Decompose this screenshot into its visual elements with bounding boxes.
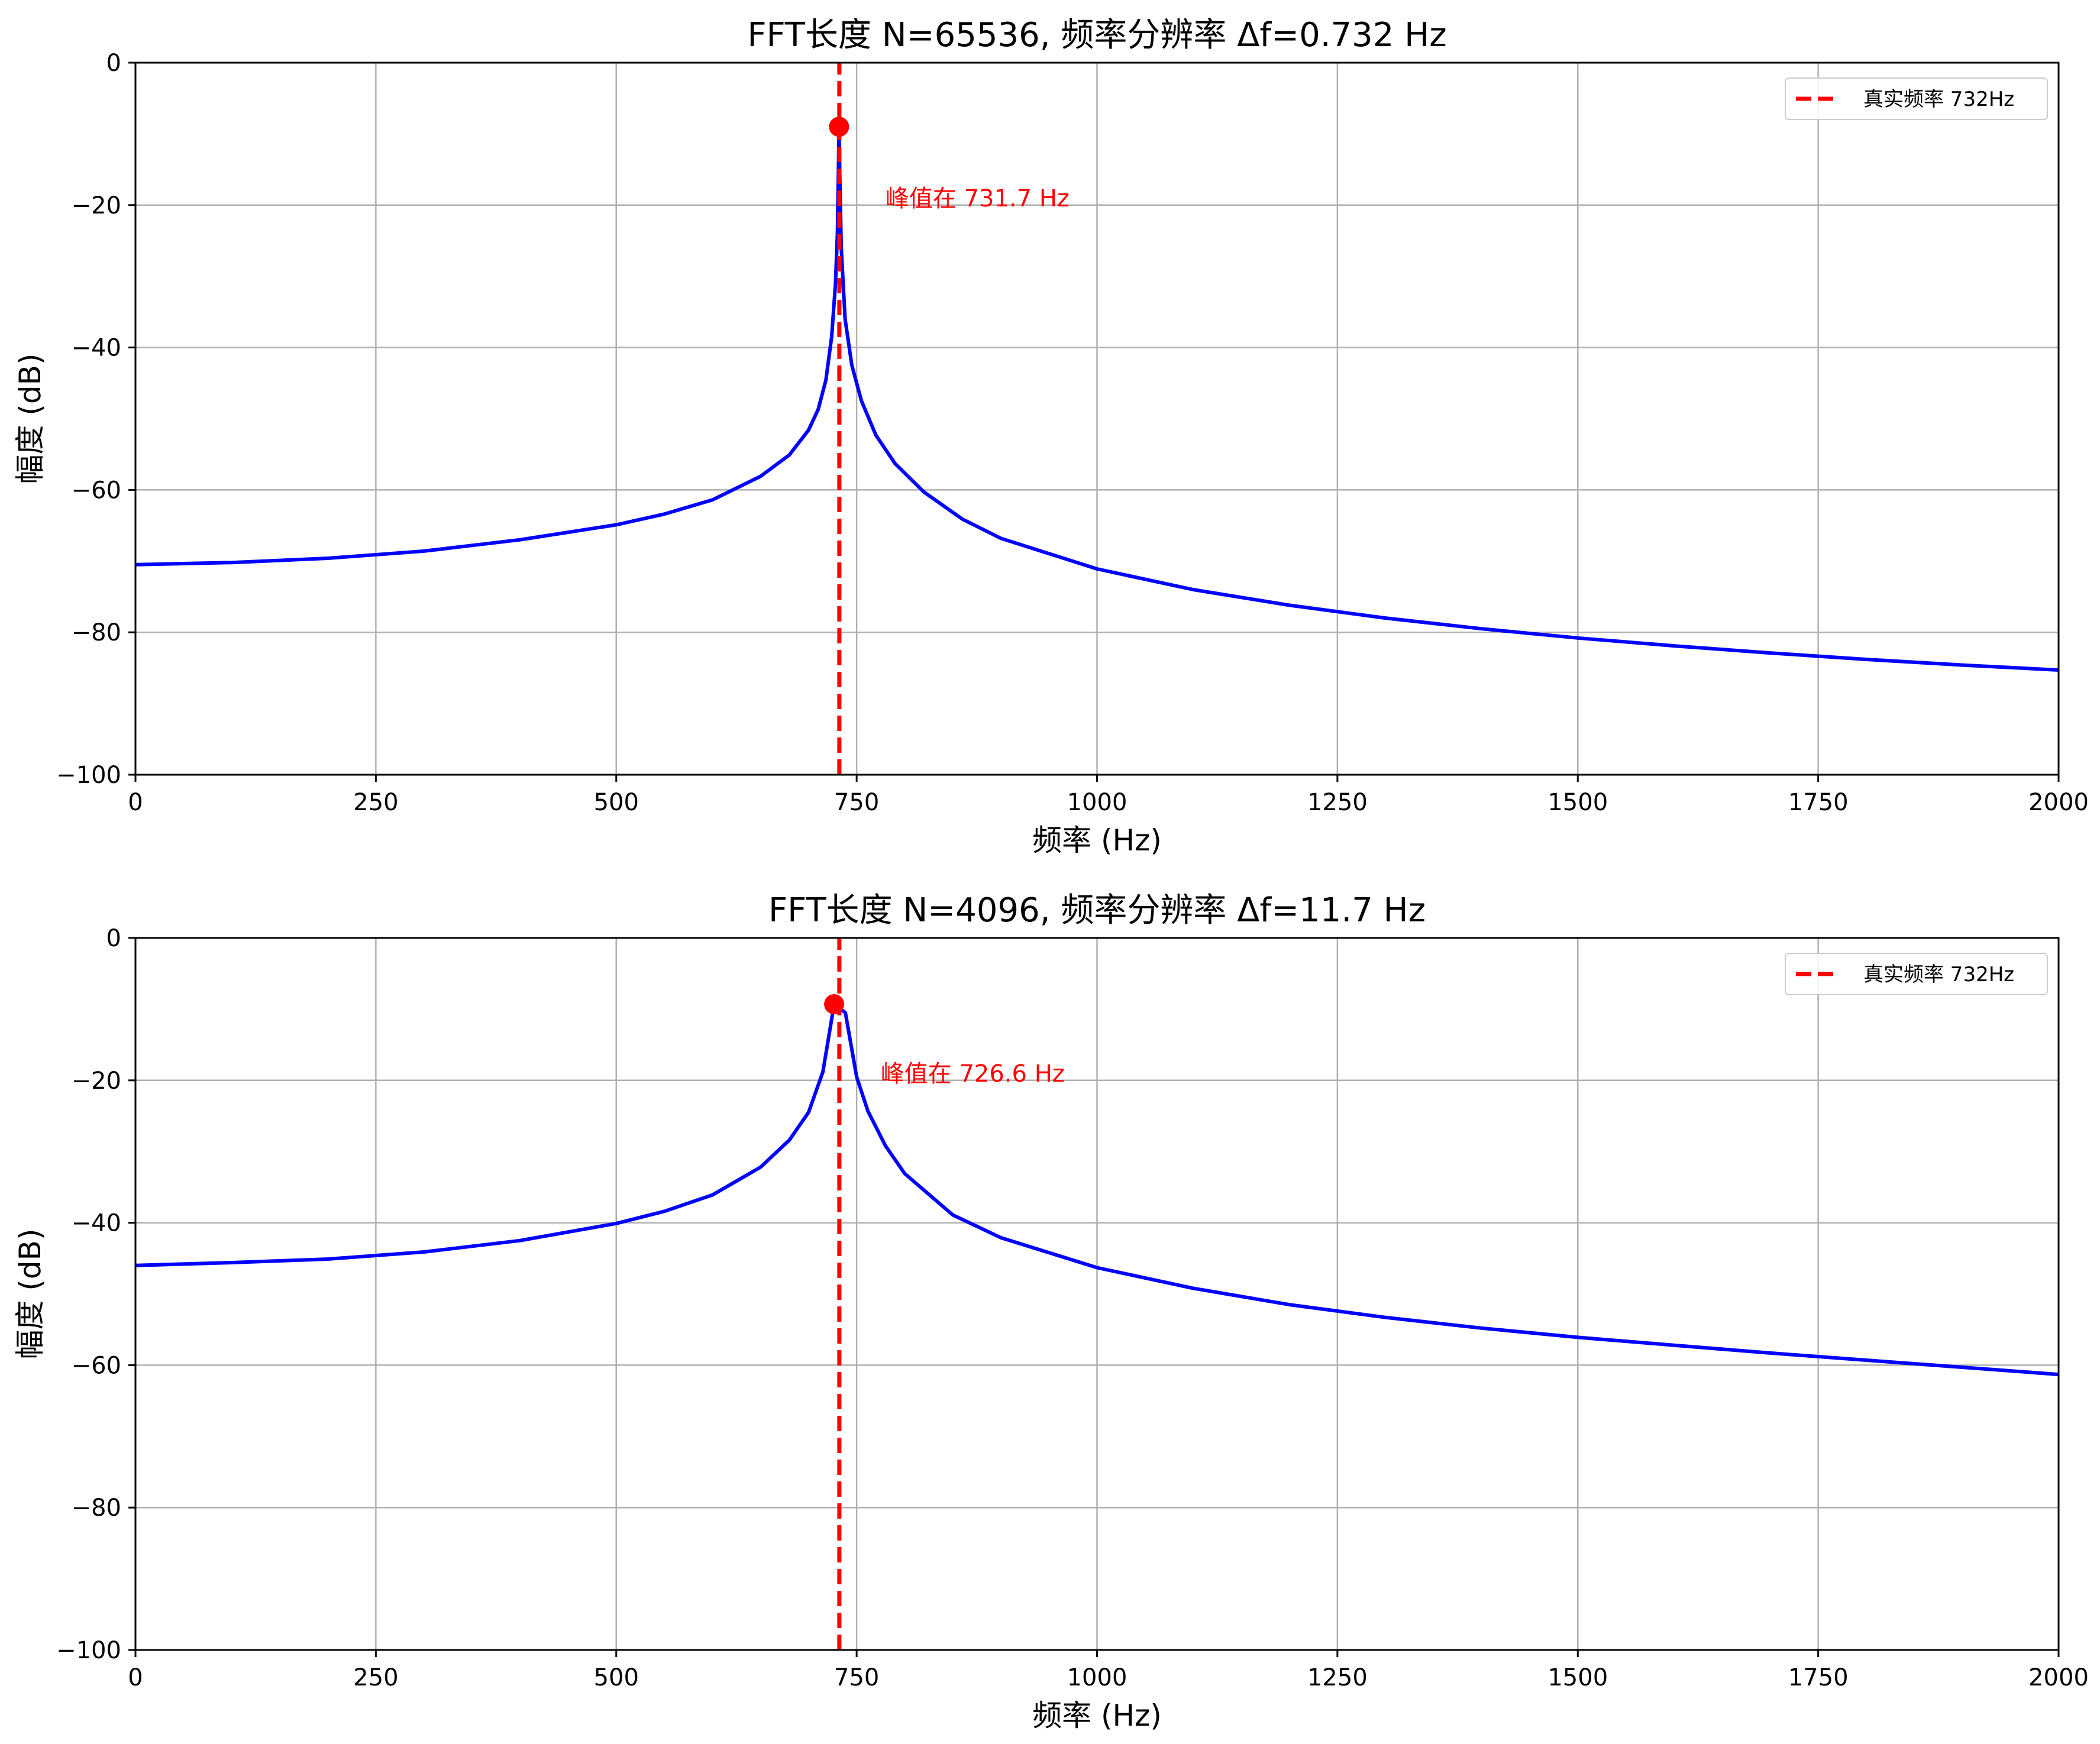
x-tick-label: 250 xyxy=(353,789,398,816)
legend-box xyxy=(1785,953,2048,995)
chart-title: FFT长度 N=65536, 频率分辨率 Δf=0.732 Hz xyxy=(747,16,1446,54)
y-tick-label: −40 xyxy=(72,1210,121,1237)
x-tick-label: 2000 xyxy=(2028,789,2089,816)
chart-panel-1: 峰值在 731.7 Hz 0 250 500 750 1000 1250 1500 1750 20… xyxy=(13,16,2089,858)
x-tick-label: 1250 xyxy=(1307,789,1368,816)
x-tick-label: 1500 xyxy=(1547,1664,1608,1691)
y-tick-label: 0 xyxy=(106,50,121,77)
y-tick-label: −40 xyxy=(72,335,121,362)
chart-title: FFT长度 N=4096, 频率分辨率 Δf=11.7 Hz xyxy=(768,891,1426,930)
x-tick-label: 0 xyxy=(128,789,143,816)
y-tick-label: −80 xyxy=(72,619,121,646)
y-tick-label: 0 xyxy=(106,925,121,952)
y-tick-label: −100 xyxy=(56,1637,121,1664)
peak-marker xyxy=(824,994,845,1014)
x-tick-label: 500 xyxy=(594,789,639,816)
peak-annotation: 峰值在 731.7 Hz xyxy=(886,185,1070,212)
x-axis-label: 频率 (Hz) xyxy=(1032,823,1162,858)
x-tick-label: 1750 xyxy=(1788,789,1849,816)
x-tick-label: 1000 xyxy=(1067,1664,1127,1691)
x-axis-label: 频率 (Hz) xyxy=(1032,1698,1162,1733)
y-tick-label: −100 xyxy=(56,762,121,789)
y-tick-label: −80 xyxy=(72,1494,121,1522)
legend: 真实频率 732Hz xyxy=(1785,953,2048,995)
y-axis-label: 幅度 (dB) xyxy=(13,1229,47,1360)
x-tick-label: 1000 xyxy=(1067,789,1127,816)
x-tick-label: 1250 xyxy=(1307,1664,1368,1691)
x-tick-label: 0 xyxy=(128,1664,143,1691)
y-tick-label: −20 xyxy=(72,1067,121,1095)
legend-box xyxy=(1785,77,2048,120)
y-tick-label: −60 xyxy=(72,477,121,504)
y-tick-label: −20 xyxy=(72,192,121,219)
x-tick-label: 750 xyxy=(834,789,879,816)
chart-panel-2: 峰值在 726.6 Hz 0 250 500 750 1000 1250 1500 1750 20… xyxy=(13,891,2089,1733)
x-tick-label: 500 xyxy=(594,1664,639,1691)
x-tick-label: 1750 xyxy=(1788,1664,1849,1691)
x-tick-label: 750 xyxy=(834,1664,879,1691)
legend-label: 真实频率 732Hz xyxy=(1863,88,2014,111)
x-tick-label: 1500 xyxy=(1547,789,1608,816)
legend-label: 真实频率 732Hz xyxy=(1863,963,2014,986)
peak-annotation: 峰值在 726.6 Hz xyxy=(881,1060,1065,1088)
y-axis-label: 幅度 (dB) xyxy=(13,354,47,484)
x-tick-label: 2000 xyxy=(2028,1664,2089,1691)
legend: 真实频率 732Hz xyxy=(1785,77,2048,120)
y-tick-label: −60 xyxy=(72,1352,121,1379)
peak-marker xyxy=(829,117,849,137)
x-tick-label: 250 xyxy=(353,1664,398,1691)
spectrum-line xyxy=(135,1002,2059,1377)
